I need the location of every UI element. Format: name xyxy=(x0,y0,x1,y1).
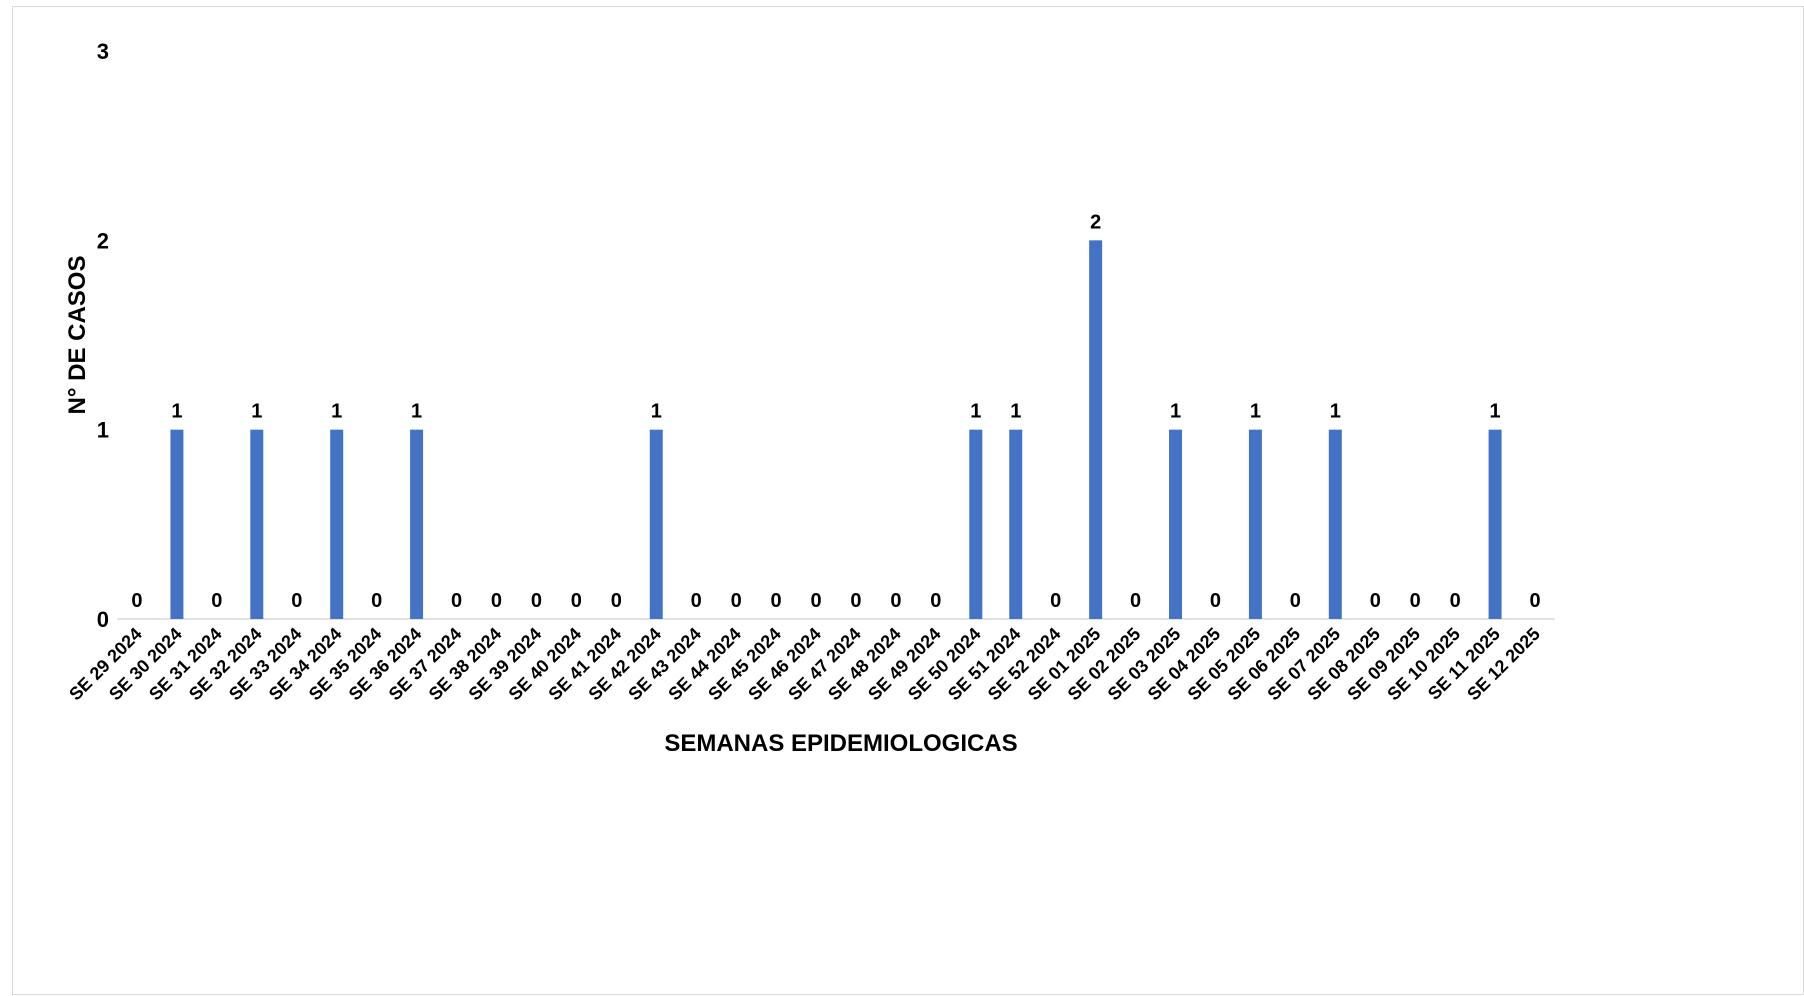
data-label: 2 xyxy=(1090,211,1101,233)
data-label: 0 xyxy=(531,590,542,612)
x-axis-title: SEMANAS EPIDEMIOLOGICAS xyxy=(664,730,1017,757)
bars xyxy=(170,240,1502,620)
data-label: 0 xyxy=(1210,590,1221,612)
data-label: 0 xyxy=(1450,590,1461,612)
data-label: 1 xyxy=(411,401,422,423)
data-label: 0 xyxy=(1410,590,1421,612)
data-label: 0 xyxy=(1130,590,1141,612)
data-label: 1 xyxy=(171,401,182,423)
data-label: 0 xyxy=(771,590,782,612)
data-label: 1 xyxy=(1250,401,1261,423)
data-label: 0 xyxy=(890,590,901,612)
y-tick-label: 0 xyxy=(97,607,109,632)
data-label: 0 xyxy=(1290,590,1301,612)
bar xyxy=(1009,429,1023,619)
bar xyxy=(330,429,344,619)
data-label: 0 xyxy=(451,590,462,612)
data-label: 0 xyxy=(131,590,142,612)
data-label: 0 xyxy=(731,590,742,612)
data-label: 1 xyxy=(970,401,981,423)
data-label: 1 xyxy=(1170,401,1181,423)
bar xyxy=(649,429,663,619)
data-label: 0 xyxy=(1370,590,1381,612)
data-label: 0 xyxy=(371,590,382,612)
data-label: 0 xyxy=(491,590,502,612)
data-label: 1 xyxy=(331,401,342,423)
data-label: 0 xyxy=(930,590,941,612)
data-label: 0 xyxy=(611,590,622,612)
bar xyxy=(1488,429,1502,619)
data-label: 1 xyxy=(651,401,662,423)
data-label: 0 xyxy=(291,590,302,612)
data-label: 1 xyxy=(1330,401,1341,423)
data-label: 0 xyxy=(1050,590,1061,612)
data-label: 1 xyxy=(1010,401,1021,423)
bar xyxy=(1248,429,1262,619)
bar xyxy=(410,429,424,619)
data-label: 1 xyxy=(251,401,262,423)
data-label: 1 xyxy=(1490,401,1501,423)
y-tick-label: 1 xyxy=(97,418,109,443)
data-label: 0 xyxy=(810,590,821,612)
y-tick-label: 2 xyxy=(97,228,109,253)
bar xyxy=(170,429,184,619)
bar xyxy=(969,429,983,619)
bar xyxy=(1169,429,1183,619)
data-label: 0 xyxy=(211,590,222,612)
data-labels: 0 1 0 1 0 1 0 1 0 0 0 0 0 1 0 0 0 0 0 0 0 1 1 0 2 0 1 0 1 0 1 0 0 0 1 0 xyxy=(131,211,1540,612)
data-label: 0 xyxy=(1529,590,1540,612)
data-label: 0 xyxy=(691,590,702,612)
bar xyxy=(250,429,264,619)
y-axis-title: N° DE CASOS xyxy=(64,256,91,415)
y-axis-ticks: 0 1 2 3 xyxy=(97,39,109,632)
bar xyxy=(1089,240,1103,620)
data-label: 0 xyxy=(571,590,582,612)
data-label: 0 xyxy=(850,590,861,612)
bar xyxy=(1328,429,1342,619)
y-tick-label: 3 xyxy=(97,39,109,64)
